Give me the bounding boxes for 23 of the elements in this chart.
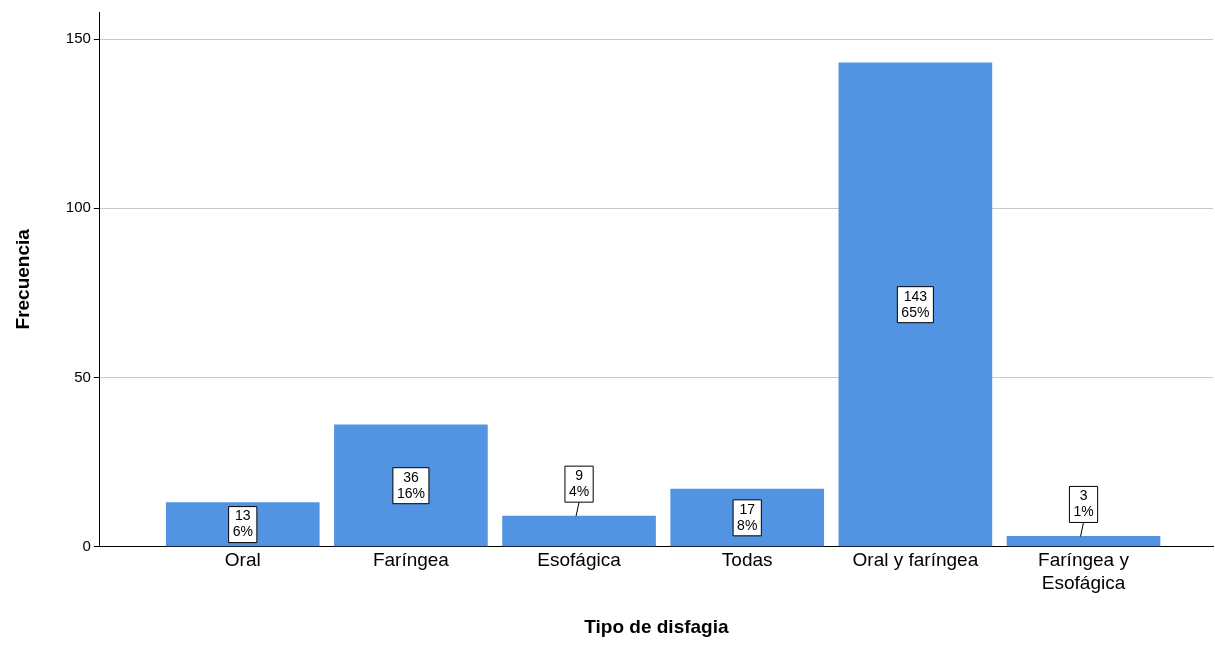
x-tick-label: Faríngea (372, 549, 450, 571)
y-tick-label: 0 (82, 536, 91, 554)
bar (1006, 536, 1161, 547)
data-label: 9 4% (568, 467, 590, 500)
x-tick-label: Esofágica (537, 549, 622, 571)
bar (334, 424, 488, 547)
data-label: 143 65% (901, 287, 930, 320)
bar (670, 488, 825, 547)
x-tick-label: Todas (721, 549, 773, 571)
data-label: 17 8% (737, 500, 758, 533)
bar (502, 515, 656, 547)
y-tick-label: 150 (65, 29, 91, 47)
data-label: 13 6% (232, 507, 253, 540)
bar (838, 62, 993, 547)
data-label: 36 16% (396, 468, 425, 501)
y-tick-label: 100 (65, 198, 91, 216)
y-axis-title: Frecuencia (11, 228, 33, 330)
x-tick-label: Faríngea y Esofágica (1038, 549, 1130, 594)
x-tick-label: Oral (224, 549, 261, 571)
x-tick-label: Oral y faríngea (852, 549, 979, 571)
y-tick-label: 50 (74, 367, 91, 385)
x-axis-title: Tipo de disfagia (584, 615, 729, 637)
data-label: 3 1% (1073, 487, 1094, 520)
